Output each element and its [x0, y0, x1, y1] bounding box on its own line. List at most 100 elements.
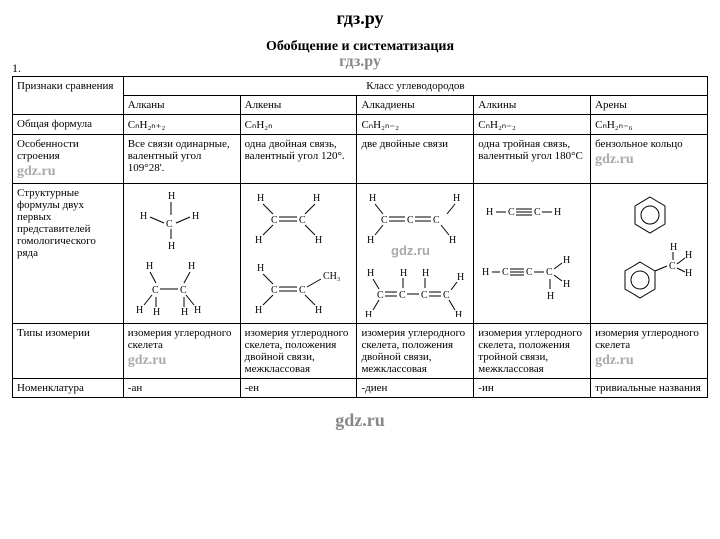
table-row: Особенности строения gdz.ru Все связи од… [13, 135, 708, 184]
svg-text:H: H [400, 268, 407, 279]
watermark-inline: gdz.ru [128, 353, 236, 369]
svg-text:H: H [563, 255, 570, 266]
structure-alkenes: одна двойная связь, валентный угол 120°. [240, 135, 357, 184]
footer-watermark: gdz.ru [12, 410, 708, 431]
isomerism-arenes: изомерия углеродного скелета gdz.ru [591, 324, 708, 379]
svg-text:H: H [367, 268, 374, 279]
hydrocarbons-table: Признаки сравнения Класс углеводородов А… [12, 76, 708, 398]
formula-alkadienes: CₙH₂ₙ₋₂ [357, 115, 474, 135]
svg-text:H: H [140, 211, 147, 222]
svg-text:H: H [136, 305, 143, 316]
svg-text:H: H [563, 279, 570, 290]
svg-text:C: C [166, 219, 173, 230]
svg-text:C: C [407, 215, 414, 226]
svg-text:H: H [554, 207, 561, 218]
svg-text:H: H [457, 272, 464, 283]
isomerism-alkanes-text: изомерия углеродного скелета [128, 327, 232, 351]
header-feature: Признаки сравнения [13, 77, 124, 115]
svg-text:H: H [670, 242, 677, 253]
row-label-isomerism: Типы изомерии [13, 324, 124, 379]
isomerism-alkenes: изомерия углеродного скелета, положения … [240, 324, 357, 379]
svg-text:C: C [271, 285, 278, 296]
svg-text:H: H [255, 235, 262, 246]
svg-text:C: C [381, 215, 388, 226]
svg-text:C: C [421, 290, 428, 301]
svg-text:H: H [482, 267, 489, 278]
table-row: Признаки сравнения Класс углеводородов [13, 77, 708, 96]
svg-text:C: C [526, 267, 533, 278]
watermark-inline: gdz.ru [595, 353, 703, 369]
svg-text:H: H [255, 305, 262, 316]
structural-alkanes: H C H H H HH CC H H H H [123, 184, 240, 324]
svg-text:C: C [299, 285, 306, 296]
nomenclature-alkenes: -ен [240, 379, 357, 398]
svg-text:C: C [546, 267, 553, 278]
structure-alkynes: одна тройная связь, валентный угол 180°C [474, 135, 591, 184]
isomerism-alkynes: изомерия углеродного скелета, положения … [474, 324, 591, 379]
svg-text:H: H [422, 268, 429, 279]
svg-text:H: H [257, 263, 264, 274]
svg-text:H: H [369, 193, 376, 204]
svg-text:H: H [453, 193, 460, 204]
svg-text:H: H [181, 307, 188, 317]
svg-text:H: H [168, 241, 175, 252]
header-alkenes: Алкены [240, 96, 357, 115]
watermark-inline: gdz.ru [17, 164, 119, 180]
formula-alkenes: CₙH₂ₙ [240, 115, 357, 135]
isomerism-alkadienes: изомерия углеродного скелета, положения … [357, 324, 474, 379]
structure-arenes: бензольное кольцо gdz.ru [591, 135, 708, 184]
svg-text:H: H [194, 305, 201, 316]
structure-label-text: Особенности строения [17, 138, 79, 162]
svg-text:H: H [315, 235, 322, 246]
row-label-formula: Общая формула [13, 115, 124, 135]
svg-text:C: C [502, 267, 509, 278]
svg-text:C: C [433, 215, 440, 226]
nomenclature-arenes: тривиальные названия [591, 379, 708, 398]
structure-arenes-text: бензольное кольцо [595, 138, 683, 150]
alkadiene-structures-icon: H H C C C H H gdz.ru H C C [361, 187, 471, 317]
formula-alkanes: CₙH₂ₙ₊₂ [123, 115, 240, 135]
formula-alkynes: CₙH₂ₙ₋₂ [474, 115, 591, 135]
svg-text:H: H [153, 307, 160, 317]
table-row: Номенклатура -ан -ен -диен -ин тривиальн… [13, 379, 708, 398]
svg-text:H: H [449, 235, 456, 246]
formula-arenes: CₙH₂ₙ₋₆ [591, 115, 708, 135]
svg-text:H: H [486, 207, 493, 218]
watermark-inline: gdz.ru [595, 152, 703, 168]
row-label-structural-formulas: Структурные формулы двух первых представ… [13, 184, 124, 324]
table-row: Общая формула CₙH₂ₙ₊₂ CₙH₂ₙ CₙH₂ₙ₋₂ CₙH₂… [13, 115, 708, 135]
header-arenes: Арены [591, 96, 708, 115]
structural-alkenes: HH CC H H H CC H CH₃ H [240, 184, 357, 324]
arene-structures-icon: C H H H [595, 187, 705, 317]
svg-text:C: C [377, 290, 384, 301]
nomenclature-alkadienes: -диен [357, 379, 474, 398]
svg-text:H: H [685, 250, 692, 261]
table-row: Типы изомерии изомерия углеродного скеле… [13, 324, 708, 379]
header-alkynes: Алкины [474, 96, 591, 115]
svg-text:H: H [313, 193, 320, 204]
svg-text:C: C [152, 285, 159, 296]
svg-text:H: H [455, 310, 462, 317]
table-row: Структурные формулы двух первых представ… [13, 184, 708, 324]
svg-text:C: C [271, 215, 278, 226]
structure-alkadienes: две двойные связи [357, 135, 474, 184]
header-alkadienes: Алкадиены [357, 96, 474, 115]
nomenclature-alkynes: -ин [474, 379, 591, 398]
svg-text:H: H [146, 261, 153, 272]
svg-text:H: H [192, 211, 199, 222]
alkyne-structures-icon: H C C H H C C C H H [478, 187, 588, 317]
svg-text:H: H [547, 291, 554, 302]
structural-alkadienes: H H C C C H H gdz.ru H C C [357, 184, 474, 324]
nomenclature-alkanes: -ан [123, 379, 240, 398]
svg-text:C: C [180, 285, 187, 296]
watermark-inline: gdz.ru [391, 243, 430, 258]
row-label-structure: Особенности строения gdz.ru [13, 135, 124, 184]
svg-text:C: C [534, 207, 541, 218]
alkene-structures-icon: HH CC H H H CC H CH₃ H [245, 187, 355, 317]
svg-text:H: H [315, 305, 322, 316]
svg-text:H: H [168, 191, 175, 202]
svg-text:C: C [443, 290, 450, 301]
svg-text:C: C [299, 215, 306, 226]
alkane-structures-icon: H C H H H HH CC H H H H [128, 187, 238, 317]
svg-text:H: H [367, 235, 374, 246]
